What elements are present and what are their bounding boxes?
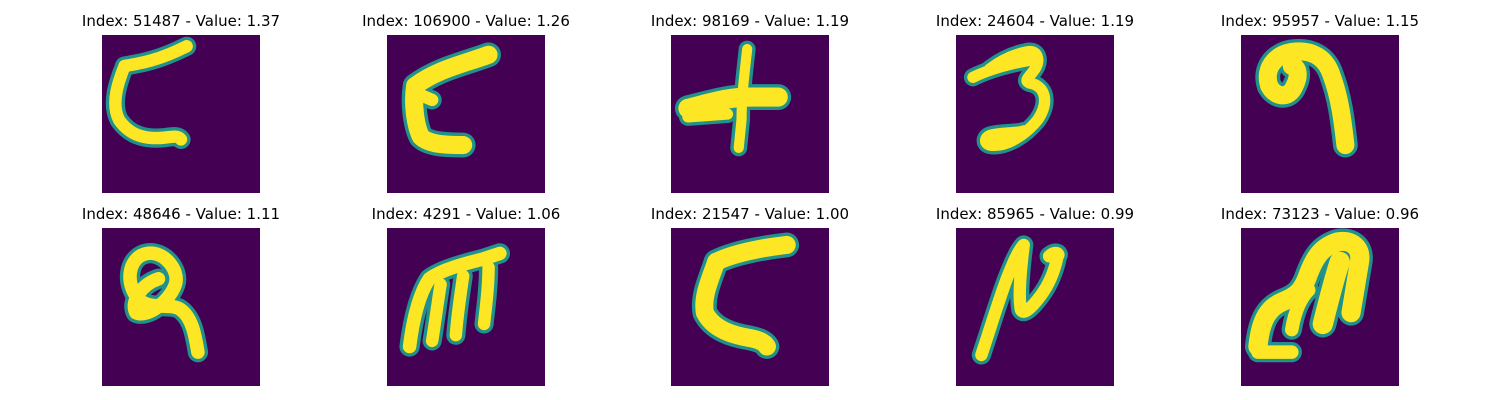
image-panel: Index: 21547 - Value: 1.00 xyxy=(640,205,860,390)
panel-title: Index: 48646 - Value: 1.11 xyxy=(81,205,281,223)
digit-image xyxy=(956,35,1114,193)
stroke-core xyxy=(109,59,188,146)
digit-image xyxy=(102,228,260,386)
stroke-core xyxy=(425,278,447,348)
image-panel: Index: 85965 - Value: 0.99 xyxy=(925,205,1145,390)
image-panel: Index: 24604 - Value: 1.19 xyxy=(925,12,1145,197)
stroke-core xyxy=(1260,57,1307,105)
panel-title: Index: 24604 - Value: 1.19 xyxy=(935,12,1135,30)
stroke-core xyxy=(975,238,1065,362)
panel-title: Index: 51487 - Value: 1.37 xyxy=(81,12,281,30)
digit-image xyxy=(102,35,260,193)
stroke-core xyxy=(733,44,753,153)
stroke-core xyxy=(449,269,470,342)
digit-image xyxy=(671,228,829,386)
stroke-core xyxy=(682,108,734,123)
image-panel: Index: 51487 - Value: 1.37 xyxy=(71,12,291,197)
panel-title: Index: 85965 - Value: 0.99 xyxy=(935,205,1135,223)
image-panel: Index: 95957 - Value: 1.15 xyxy=(1210,12,1430,197)
digit-image xyxy=(387,228,545,386)
stroke-core xyxy=(980,45,1051,151)
panel-title: Index: 73123 - Value: 0.96 xyxy=(1220,205,1420,223)
image-panel: Index: 106900 - Value: 1.26 xyxy=(356,12,576,197)
image-panel: Index: 98169 - Value: 1.19 xyxy=(640,12,860,197)
digit-image xyxy=(387,35,545,193)
stroke-core xyxy=(1312,251,1350,335)
panel-title: Index: 98169 - Value: 1.19 xyxy=(650,12,850,30)
digit-image xyxy=(1241,228,1399,386)
stroke-core xyxy=(405,76,473,155)
digit-image xyxy=(671,35,829,193)
stroke-core xyxy=(406,85,439,107)
stroke-core xyxy=(1248,231,1370,357)
digit-image xyxy=(1241,35,1399,193)
stroke-core xyxy=(123,246,205,359)
image-panel: Index: 48646 - Value: 1.11 xyxy=(71,205,291,390)
panel-title: Index: 21547 - Value: 1.00 xyxy=(650,205,850,223)
stroke-core xyxy=(678,87,788,118)
stroke-core xyxy=(477,261,495,331)
image-panel: Index: 73123 - Value: 0.96 xyxy=(1210,205,1430,390)
stroke-core xyxy=(695,252,776,356)
digit-image xyxy=(956,228,1114,386)
panel-title: Index: 4291 - Value: 1.06 xyxy=(371,205,561,223)
stroke-core xyxy=(402,246,507,354)
stroke-core xyxy=(1285,283,1316,337)
panel-title: Index: 106900 - Value: 1.26 xyxy=(362,12,570,30)
panel-title: Index: 95957 - Value: 1.15 xyxy=(1220,12,1420,30)
image-panel: Index: 4291 - Value: 1.06 xyxy=(356,205,576,390)
stroke-core xyxy=(1258,42,1355,155)
